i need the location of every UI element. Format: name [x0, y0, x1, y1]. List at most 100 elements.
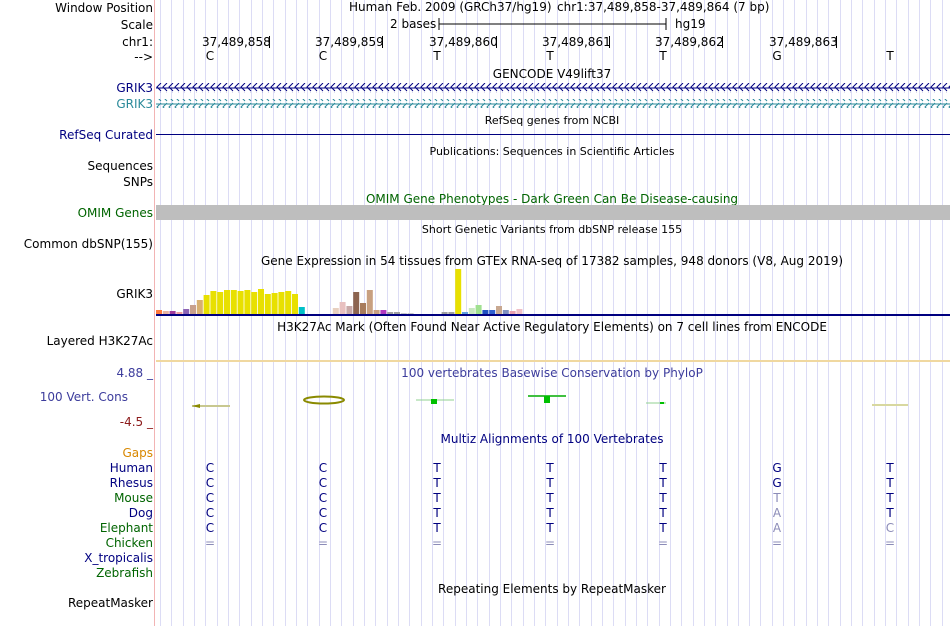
- species-label[interactable]: Dog: [128, 506, 153, 520]
- alignment-base: T: [886, 461, 894, 475]
- gtex-tissue-bar: [285, 291, 292, 314]
- sequences-label[interactable]: Sequences: [87, 159, 153, 173]
- gtex-tissue-bar: [190, 305, 196, 314]
- grid-line: [330, 0, 331, 626]
- omim-title: OMIM Gene Phenotypes - Dark Green Can Be…: [365, 192, 739, 206]
- gtex-tissue-bar: [387, 312, 394, 314]
- publications-title: Publications: Sequences in Scientific Ar…: [429, 145, 675, 158]
- grid-line: [908, 0, 909, 626]
- conservation-label[interactable]: 100 Vert. Cons: [39, 390, 128, 404]
- omim-label[interactable]: OMIM Genes: [77, 206, 153, 220]
- grid-line: [523, 0, 524, 626]
- gtex-tissue-bar: [509, 311, 516, 314]
- position-text: chr1:37,489,858-37,489,864 (7 bp): [557, 0, 770, 14]
- scale-text: 2 bases: [390, 17, 437, 31]
- alignment-base: G: [772, 476, 782, 490]
- refseq-label[interactable]: RefSeq Curated: [59, 128, 153, 142]
- alignment-base: T: [659, 521, 667, 535]
- gtex-label[interactable]: GRIK3: [116, 287, 153, 301]
- grid-line: [885, 0, 886, 626]
- gaps-label[interactable]: Gaps: [122, 446, 153, 460]
- gtex-tissue-bar: [489, 310, 496, 314]
- refseq-gene-line[interactable]: [156, 134, 950, 135]
- gtex-tissue-bar: [394, 312, 400, 314]
- alignment-base: T: [546, 476, 554, 490]
- gtex-tissue-bar: [292, 294, 298, 314]
- gtex-tissue-bar: [373, 310, 380, 314]
- coordinate-tick: [382, 36, 383, 48]
- alignment-base: C: [318, 491, 328, 505]
- dbsnp-label[interactable]: Common dbSNP(155): [23, 237, 153, 251]
- omim-gene-bar[interactable]: [156, 205, 950, 220]
- coordinate-tick: [269, 36, 270, 48]
- alignment-base: =: [204, 536, 216, 550]
- alignment-base: =: [771, 536, 783, 550]
- gtex-tissue-bar: [156, 310, 162, 314]
- alignment-base: C: [318, 461, 328, 475]
- grid-line: [874, 0, 875, 626]
- db-name: hg19: [675, 17, 706, 31]
- h3k27ac-signal[interactable]: [156, 360, 950, 362]
- gtex-tissue-bar: [298, 307, 305, 314]
- species-label[interactable]: Elephant: [99, 521, 153, 535]
- gtex-tissue-bar: [339, 302, 346, 314]
- conservation-plot[interactable]: [156, 390, 950, 414]
- species-label[interactable]: Chicken: [105, 536, 153, 550]
- gtex-tissue-bar: [468, 308, 475, 314]
- species-label[interactable]: Human: [109, 461, 153, 475]
- grid-line: [704, 0, 705, 626]
- gtex-tissue-bar: [210, 291, 217, 314]
- conservation-min: -4.5 _: [119, 415, 153, 429]
- grid-line: [421, 0, 422, 626]
- gencode-gene-lines[interactable]: [156, 82, 950, 108]
- alignment-base: C: [885, 521, 895, 535]
- alignment-base: =: [884, 536, 896, 550]
- grid-line: [568, 0, 569, 626]
- gtex-tissue-bar: [407, 313, 414, 314]
- h3k27ac-label[interactable]: Layered H3K27Ac: [46, 334, 153, 348]
- grid-line: [772, 0, 773, 626]
- sequence-base: T: [659, 49, 667, 63]
- alignment-base: C: [205, 491, 215, 505]
- conservation-mark-3: [416, 399, 454, 404]
- gtex-tissue-bar: [380, 310, 387, 314]
- sequence-base: G: [772, 49, 782, 63]
- gtex-tissue-bar: [455, 269, 462, 314]
- multiz-title: Multiz Alignments of 100 Vertebrates: [440, 432, 664, 446]
- alignment-base: T: [773, 491, 781, 505]
- coordinate-tick: [836, 36, 837, 48]
- conservation-mark-1: [192, 404, 230, 408]
- gtex-tissue-bar: [496, 306, 502, 314]
- species-label[interactable]: Zebrafish: [96, 566, 153, 580]
- conservation-title: 100 vertebrates Basewise Conservation by…: [401, 366, 703, 380]
- gtex-tissue-bar: [516, 309, 523, 314]
- sequence-base: T: [433, 49, 441, 63]
- coordinate-label: 37,489,858: [202, 35, 271, 49]
- species-label[interactable]: X_tropicalis: [84, 551, 153, 565]
- gtex-tissue-bar: [332, 308, 339, 314]
- grid-line: [319, 0, 320, 626]
- gtex-tissue-bar: [264, 294, 271, 314]
- grid-line: [591, 0, 592, 626]
- grid-line: [828, 0, 829, 626]
- grid-line: [817, 0, 818, 626]
- conservation-mark-2: [303, 395, 345, 405]
- chr-label: chr1:: [122, 35, 153, 49]
- coordinate-tick: [722, 36, 723, 48]
- alignment-base: G: [772, 461, 782, 475]
- species-label[interactable]: Rhesus: [109, 476, 153, 490]
- gtex-tissue-bar: [278, 292, 285, 314]
- h3k27ac-title: H3K27Ac Mark (Often Found Near Active Re…: [277, 320, 827, 334]
- grid-line: [432, 0, 433, 626]
- species-label[interactable]: Mouse: [114, 491, 153, 505]
- gtex-tissue-bar: [224, 290, 230, 314]
- gtex-tissue-bar: [462, 312, 468, 314]
- gtex-bar-chart[interactable]: [156, 268, 950, 316]
- grid-line: [307, 0, 308, 626]
- gencode-label-1[interactable]: GRIK3: [116, 81, 153, 95]
- snps-label[interactable]: SNPs: [123, 175, 153, 189]
- gencode-label-2[interactable]: GRIK3: [116, 97, 153, 111]
- repeatmasker-label[interactable]: RepeatMasker: [67, 596, 153, 610]
- grid-line: [613, 0, 614, 626]
